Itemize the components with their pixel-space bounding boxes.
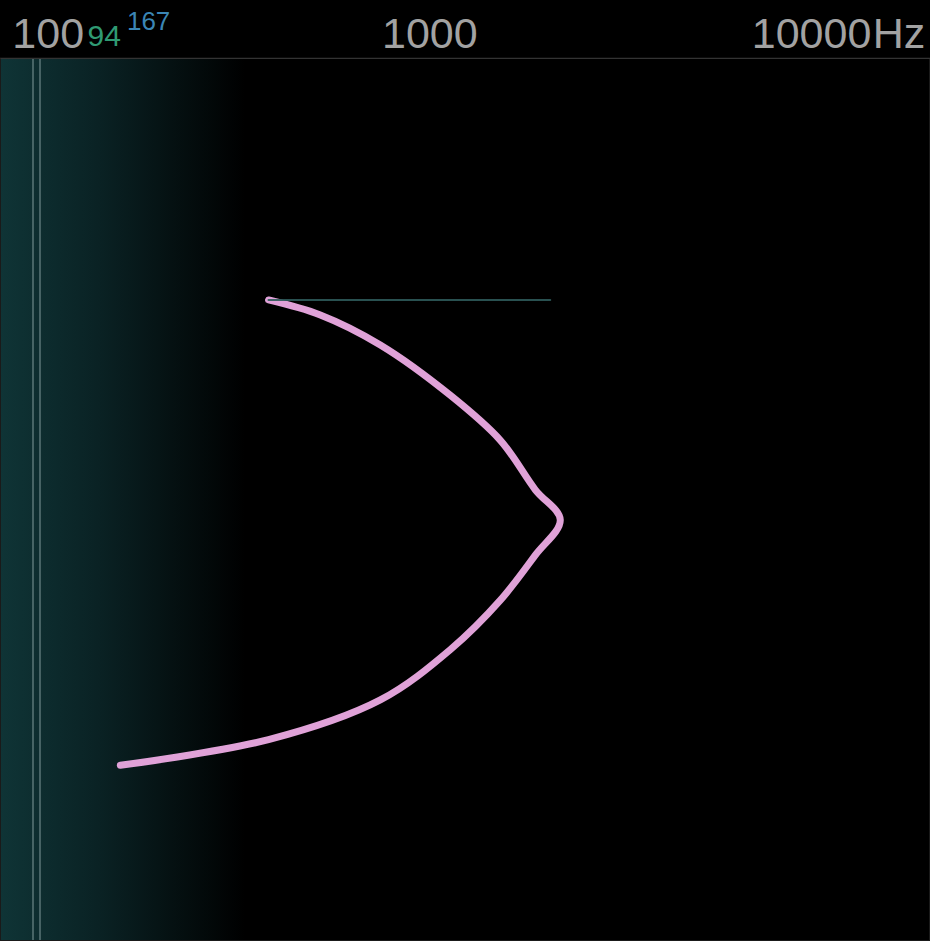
plot-frame — [1, 58, 930, 941]
cursor-line — [40, 58, 41, 941]
cursor-line — [33, 58, 34, 941]
x-tick: 100 — [12, 9, 84, 58]
x-axis-title: Hz — [873, 9, 926, 57]
x-tick-label: 10000 — [752, 9, 872, 57]
noise-floor — [0, 58, 245, 941]
x-tick-label: 100 — [12, 9, 84, 57]
background — [0, 0, 930, 941]
chart: 100 1000 10000Hz 94167 — [0, 0, 930, 941]
readout: 94 — [88, 19, 121, 52]
x-axis-line — [1, 58, 930, 59]
x-tick: 1000 — [382, 9, 478, 58]
traces — [120, 300, 560, 765]
x-tick: 10000 — [752, 9, 872, 58]
trace-line — [269, 299, 551, 301]
readout: 167 — [127, 6, 170, 36]
x-tick-label: 1000 — [382, 9, 478, 57]
trace-line — [120, 300, 560, 765]
